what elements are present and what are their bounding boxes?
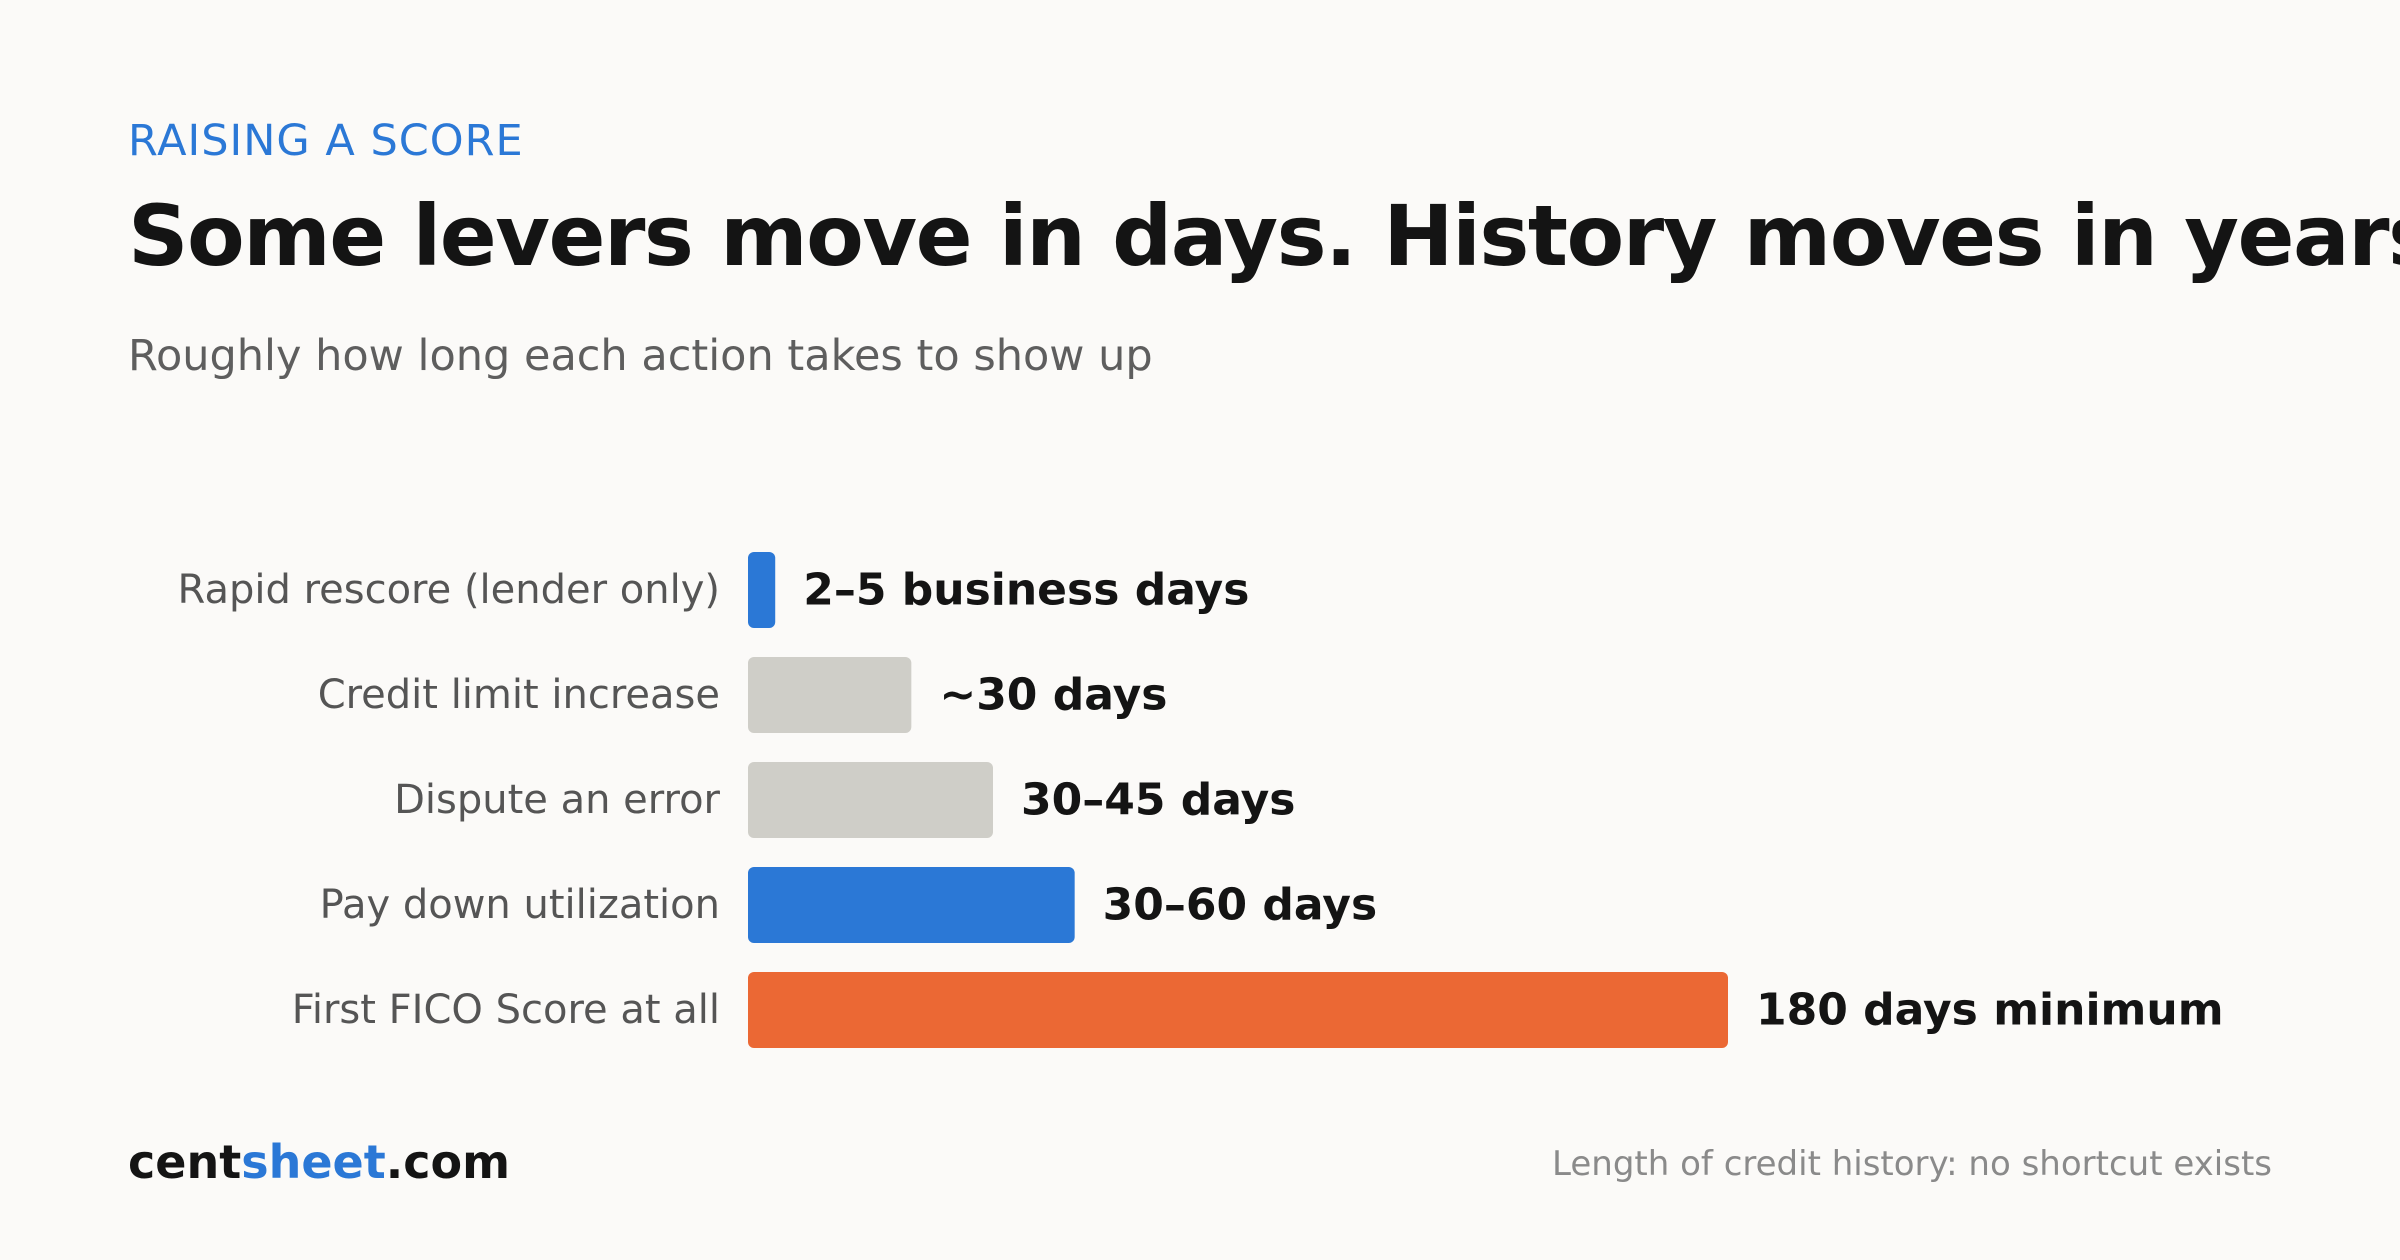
category-label: Dispute an error (394, 777, 720, 823)
brand-suffix: .com (385, 1135, 510, 1189)
value-label: 180 days minimum (1756, 985, 2224, 1036)
value-label: 2–5 business days (803, 565, 1249, 616)
bar (748, 762, 993, 838)
category-label: Pay down utilization (320, 882, 720, 928)
category-label: Credit limit increase (318, 672, 720, 718)
brand-prefix: cent (128, 1135, 242, 1189)
bar (748, 867, 1075, 943)
chart-title: Some levers move in days. History moves … (128, 187, 2400, 285)
chart-subtitle: Roughly how long each action takes to sh… (128, 331, 1153, 381)
bar (748, 552, 776, 628)
category-label: First FICO Score at all (292, 987, 720, 1033)
value-label: ~30 days (939, 670, 1167, 721)
value-label: 30–60 days (1103, 880, 1377, 931)
bar (748, 972, 1728, 1048)
brand-logo: centsheet.com (128, 1132, 510, 1192)
category-label: Rapid rescore (lender only) (178, 567, 720, 613)
chart-eyebrow: RAISING A SCORE (128, 116, 524, 166)
brand-accent: sheet (241, 1135, 386, 1189)
bar (748, 657, 912, 733)
value-label: 30–45 days (1021, 775, 1295, 826)
footnote: Length of credit history: no shortcut ex… (1552, 1144, 2272, 1184)
